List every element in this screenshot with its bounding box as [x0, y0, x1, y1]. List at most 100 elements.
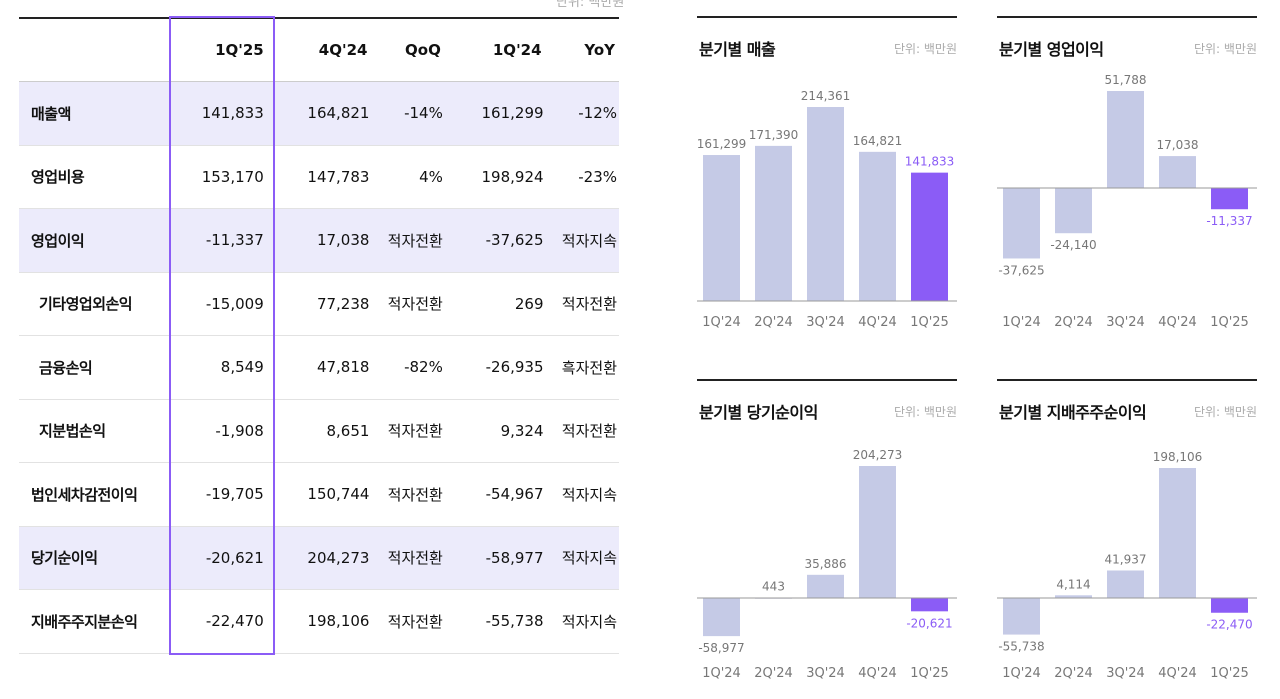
chart-panel-revenue: 분기별 매출 단위: 백만원 161,299 1Q'24 171,390 2Q'24 2…: [697, 16, 957, 346]
table-cell: 적자전환: [545, 272, 619, 336]
chart-title: 분기별 매출: [699, 40, 776, 59]
row-label: 매출액: [19, 81, 168, 146]
x-tick-label: 2Q'24: [1054, 315, 1093, 330]
table-cell: -1,908: [167, 399, 272, 463]
table-row: 영업비용 153,170 147,783 4% 198,924 -23%: [19, 145, 619, 209]
chart-unit: 단위: 백만원: [1193, 405, 1257, 419]
table-cell: 164,821: [271, 81, 372, 146]
value-label: 41,937: [1105, 552, 1147, 566]
x-tick-label: 4Q'24: [1158, 666, 1197, 681]
bar: [1003, 188, 1040, 259]
value-label: -20,621: [906, 616, 952, 630]
value-label: -55,738: [998, 640, 1044, 654]
bar: [807, 107, 844, 301]
x-tick-label: 4Q'24: [1158, 315, 1197, 330]
chart-unit: 단위: 백만원: [1193, 42, 1257, 56]
value-label: -37,625: [998, 263, 1044, 277]
table-cell: 47,818: [271, 335, 372, 400]
value-label: 141,833: [905, 155, 955, 169]
x-tick-label: 2Q'24: [1054, 666, 1093, 681]
table-cell: -14%: [371, 81, 445, 146]
row-label: 지분법손익: [19, 399, 168, 463]
value-label: 35,886: [805, 557, 847, 571]
table-cell: -15,009: [167, 272, 272, 336]
table-cell: 17,038: [271, 208, 372, 273]
financial-table: 1Q'25 4Q'24 QoQ 1Q'24 YoY 매출액 141,833 164,…: [19, 17, 619, 654]
chart-title: 분기별 당기순이익: [699, 403, 818, 422]
value-label: 4,114: [1056, 577, 1090, 591]
value-label: 161,299: [697, 137, 747, 151]
controlling-net-income-chart: -55,738 1Q'24 4,114 2Q'24 41,937 3Q'24 198,106…: [997, 450, 1257, 681]
table-cell: -22,470: [167, 589, 272, 654]
value-label: 198,106: [1153, 450, 1203, 464]
table-cell: 적자전환: [371, 399, 445, 463]
table-cell: 9,324: [444, 399, 546, 463]
x-tick-label: 4Q'24: [858, 315, 897, 330]
table-cell: 적자지속: [545, 462, 619, 527]
column-header: 1Q'24: [444, 18, 546, 82]
bar: [1003, 598, 1040, 635]
table-cell: 77,238: [271, 272, 372, 336]
bar: [807, 574, 844, 598]
table-row: 당기순이익 -20,621 204,273 적자전환 -58,977 적자지속: [19, 526, 619, 590]
bar: [911, 598, 948, 612]
table-cell: 적자전환: [371, 589, 445, 654]
table-cell: -11,337: [167, 208, 272, 273]
x-tick-label: 1Q'25: [1210, 315, 1249, 330]
bar: [703, 598, 740, 637]
table-row: 기타영업외손익 -15,009 77,238 적자전환 269 적자전환: [19, 272, 619, 336]
value-label: 214,361: [801, 89, 851, 103]
revenue-chart: 161,299 1Q'24 171,390 2Q'24 214,361 3Q'24 164,…: [697, 89, 957, 330]
table-cell: 8,651: [271, 399, 372, 463]
x-tick-label: 1Q'24: [1002, 315, 1041, 330]
table-cell: 적자전환: [371, 526, 445, 590]
table-cell: -19,705: [167, 462, 272, 527]
unit-label: 단위: 백만원: [556, 0, 625, 10]
chart-title: 분기별 영업이익: [999, 40, 1104, 59]
value-label: -11,337: [1206, 214, 1252, 228]
value-label: 17,038: [1157, 138, 1199, 152]
row-label: 당기순이익: [19, 526, 168, 590]
chart-panel-net-income: 분기별 당기순이익 단위: 백만원 -58,977 1Q'24 443 2Q'24 35…: [697, 379, 957, 697]
table-row: 법인세차감전이익 -19,705 150,744 적자전환 -54,967 적자지속: [19, 462, 619, 527]
x-tick-label: 4Q'24: [858, 666, 897, 681]
table-cell: 8,549: [167, 335, 272, 400]
chart-panel-operating-income: 분기별 영업이익 단위: 백만원 -37,625 1Q'24 -24,140 2Q'2…: [997, 16, 1257, 346]
table-cell: 적자지속: [545, 208, 619, 273]
bar: [911, 172, 948, 301]
table-cell: -12%: [545, 81, 619, 146]
column-header: QoQ: [371, 18, 445, 82]
table-cell: 적자전환: [371, 208, 445, 273]
row-label: 법인세차감전이익: [19, 462, 168, 527]
table-cell: 153,170: [167, 145, 272, 209]
row-label: 영업이익: [19, 208, 168, 273]
value-label: 443: [762, 580, 785, 594]
table-row: 영업이익 -11,337 17,038 적자전환 -37,625 적자지속: [19, 208, 619, 273]
table-cell: 141,833: [167, 81, 272, 146]
x-tick-label: 3Q'24: [1106, 666, 1145, 681]
table-cell: -37,625: [444, 208, 546, 273]
column-header: [19, 18, 168, 82]
x-tick-label: 1Q'25: [910, 666, 949, 681]
bar: [1211, 598, 1248, 613]
table-cell: -82%: [371, 335, 445, 400]
row-label: 기타영업외손익: [19, 272, 168, 336]
table-cell: 269: [444, 272, 546, 336]
value-label: -24,140: [1050, 238, 1096, 252]
table-cell: 147,783: [271, 145, 372, 209]
bar: [1159, 468, 1196, 598]
row-label: 지배주주지분손익: [19, 589, 168, 654]
x-tick-label: 1Q'25: [910, 315, 949, 330]
value-label: 171,390: [749, 128, 799, 142]
table-cell: 198,924: [444, 145, 546, 209]
table-cell: -54,967: [444, 462, 546, 527]
table-cell: -26,935: [444, 335, 546, 400]
value-label: -22,470: [1206, 618, 1252, 632]
x-tick-label: 1Q'24: [702, 315, 741, 330]
table-row: 매출액 141,833 164,821 -14% 161,299 -12%: [19, 81, 619, 146]
table-cell: 4%: [371, 145, 445, 209]
table-cell: 적자전환: [545, 399, 619, 463]
table-row: 지배주주지분손익 -22,470 198,106 적자전환 -55,738 적자지속: [19, 589, 619, 654]
table-cell: -55,738: [444, 589, 546, 654]
row-label: 금융손익: [19, 335, 168, 400]
